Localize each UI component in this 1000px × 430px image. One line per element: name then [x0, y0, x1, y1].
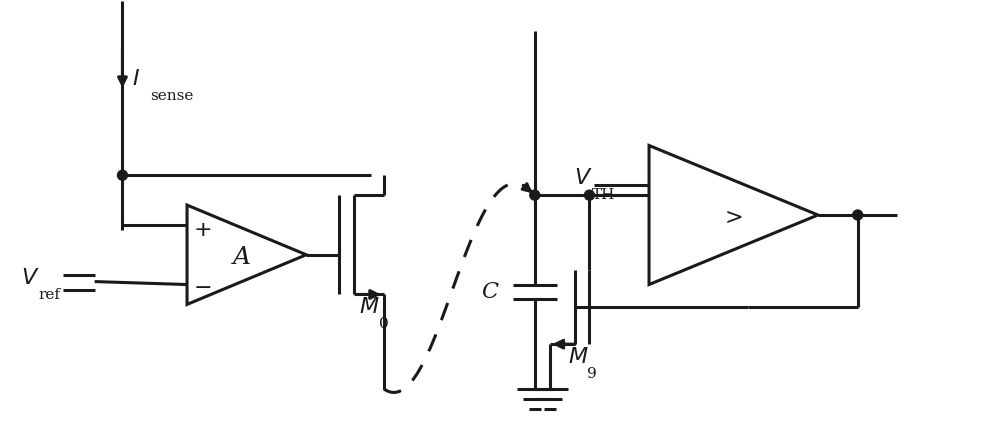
Text: ref: ref — [38, 288, 60, 301]
Text: TH: TH — [591, 188, 615, 202]
Text: A: A — [233, 246, 251, 269]
Text: sense: sense — [150, 89, 194, 103]
Text: $M$: $M$ — [568, 346, 588, 368]
Text: $V$: $V$ — [574, 167, 592, 189]
Circle shape — [584, 190, 594, 200]
Text: >: > — [724, 207, 743, 229]
Text: $V$: $V$ — [21, 267, 40, 289]
Text: 0: 0 — [379, 317, 389, 332]
Text: C: C — [481, 282, 498, 304]
Circle shape — [117, 170, 127, 180]
Text: 9: 9 — [587, 367, 597, 381]
Circle shape — [530, 190, 540, 200]
Text: $M$: $M$ — [359, 296, 380, 318]
Circle shape — [853, 210, 863, 220]
Text: $I$: $I$ — [132, 68, 140, 90]
Text: +: + — [194, 220, 213, 240]
Text: −: − — [194, 277, 213, 298]
